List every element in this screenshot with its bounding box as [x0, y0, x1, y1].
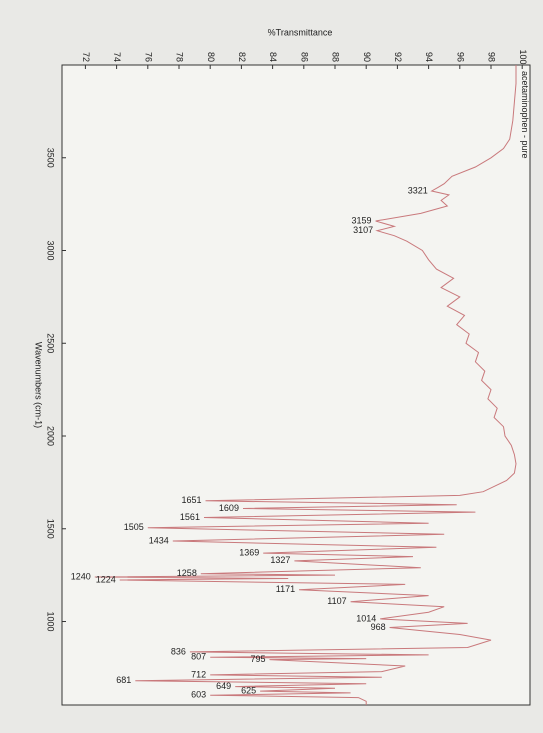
x-axis-title: Wavenumbers (cm-1) — [34, 342, 44, 428]
y-axis-title: %Transmittance — [268, 27, 333, 37]
y-tick-label: 96 — [455, 52, 465, 62]
peak-label: 1609 — [219, 503, 239, 513]
peak-label: 836 — [171, 646, 186, 656]
spectrum-line — [94, 65, 517, 705]
y-tick-label: 100 — [518, 49, 528, 64]
peak-label: 1224 — [96, 574, 116, 584]
y-tick-label: 88 — [331, 52, 341, 62]
y-tick-label: 84 — [268, 52, 278, 62]
peak-label: 968 — [371, 622, 386, 632]
peak-label: 1107 — [327, 596, 346, 606]
peak-label: 681 — [116, 675, 131, 685]
y-tick-label: 76 — [143, 52, 153, 62]
x-tick-label: 2000 — [46, 426, 56, 446]
plot-frame — [61, 64, 531, 706]
y-tick-label: 82 — [237, 52, 247, 62]
y-tick-label: 72 — [81, 52, 91, 62]
peak-label: 1327 — [270, 555, 290, 565]
peak-label: 1505 — [124, 522, 144, 532]
y-tick-label: 78 — [175, 52, 185, 62]
y-tick-label: 92 — [393, 52, 403, 62]
peak-label: 1171 — [276, 584, 295, 594]
x-tick-label: 3500 — [46, 148, 56, 168]
y-tick-label: 94 — [424, 52, 434, 62]
peak-label: 712 — [191, 669, 206, 679]
y-tick-label: 86 — [299, 52, 309, 62]
peak-label: 807 — [191, 652, 206, 662]
peak-label: 1561 — [180, 512, 200, 522]
peak-label: 3321 — [408, 185, 428, 195]
peak-label: 1369 — [239, 547, 259, 557]
x-tick-label: 1500 — [46, 519, 56, 539]
peak-label: 3159 — [352, 215, 372, 225]
peak-label: 3107 — [353, 225, 373, 235]
y-tick-label: 80 — [206, 52, 216, 62]
peak-label: 603 — [191, 690, 206, 700]
y-tick-label: 74 — [112, 52, 122, 62]
peak-label: 1434 — [149, 535, 169, 545]
y-tick-label: 98 — [487, 52, 497, 62]
peak-label: 1014 — [356, 613, 376, 623]
peak-label: 1651 — [181, 495, 201, 505]
x-tick-label: 2500 — [46, 333, 56, 353]
peak-label: 649 — [216, 681, 231, 691]
peak-label: 1240 — [71, 571, 91, 581]
peak-label: 1258 — [177, 568, 197, 578]
peak-label: 795 — [250, 654, 265, 664]
legend-label: acetaminophen - pure — [520, 71, 530, 159]
x-tick-label: 1000 — [46, 612, 56, 632]
x-tick-label: 3000 — [46, 240, 56, 260]
y-tick-label: 90 — [362, 52, 372, 62]
peak-label: 625 — [241, 685, 256, 695]
